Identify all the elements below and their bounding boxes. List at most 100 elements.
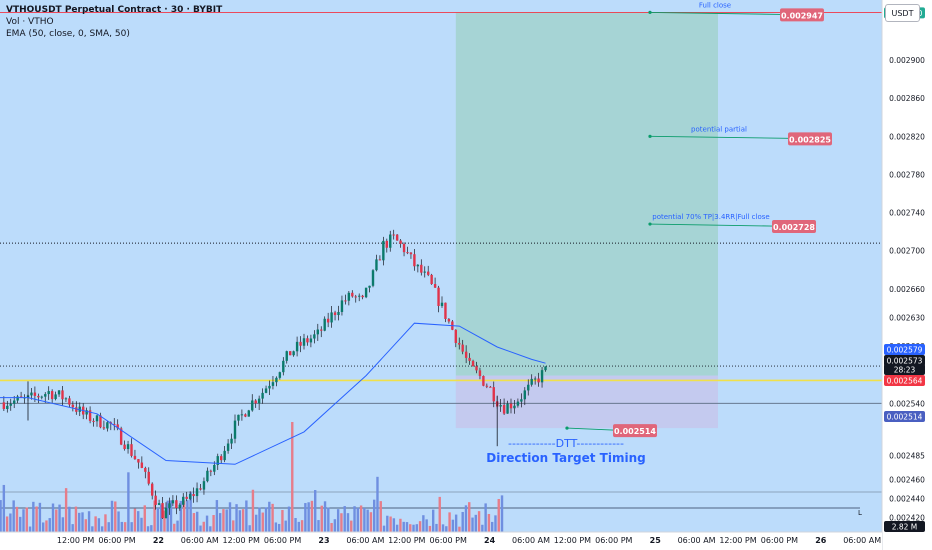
annotation-line (566, 427, 614, 431)
candle-body (295, 341, 299, 352)
candle-body (151, 483, 154, 496)
candle-body (382, 240, 385, 261)
currency-button[interactable]: USDT (885, 4, 920, 22)
candle-body (464, 351, 468, 358)
volume-bar (199, 525, 202, 532)
candle-body (458, 342, 461, 345)
volume-bar (182, 500, 186, 532)
candle-body (202, 481, 206, 490)
volume-bar (409, 524, 412, 532)
volume-bar (445, 526, 448, 532)
volume-bar (405, 522, 409, 532)
volume-bar (225, 509, 228, 532)
chart-title: VTHOUSDT Perpetual Contract · 30 · BYBIT (6, 5, 223, 15)
volume-bar (127, 472, 130, 532)
volume-bar (350, 520, 353, 532)
volume-bar (431, 509, 435, 532)
volume-bar (304, 503, 307, 532)
candle-body (195, 488, 199, 497)
candle-body (285, 351, 288, 361)
candle-body (320, 329, 323, 331)
candle-body (499, 405, 502, 407)
volume-bar (330, 523, 333, 532)
volume-bar (307, 502, 310, 532)
candle-body (292, 351, 295, 356)
price-badge-text: 0.002564 (887, 377, 923, 386)
candle-body (530, 378, 533, 385)
candle-body (268, 385, 271, 389)
volume-bar (474, 514, 478, 532)
volume-bar (255, 514, 258, 532)
volume-bar (61, 517, 65, 532)
volume-bar (481, 524, 484, 532)
volume-bar (0, 500, 2, 532)
volume-bar (205, 515, 209, 532)
volume-bar (235, 504, 238, 532)
annotation-badge-text: 0.002514 (614, 427, 656, 436)
annotation-badge-text: 0.002728 (773, 223, 815, 232)
candle-body (119, 428, 123, 445)
candle-body (13, 400, 16, 404)
annotation-label: Full close (699, 1, 731, 9)
candle-body (30, 392, 33, 396)
volume-bar (28, 526, 32, 532)
volume-bar (458, 526, 461, 532)
annotation-badge-text: 0.002947 (781, 11, 823, 20)
volume-bar (314, 490, 317, 532)
volume-bar (353, 506, 356, 532)
price-tick-label: 0.002485 (889, 452, 925, 461)
volume-bar (251, 489, 255, 532)
candle-body (433, 284, 437, 288)
volume-bar (386, 515, 389, 532)
volume-bar (41, 522, 45, 532)
volume-bar (366, 509, 369, 532)
volume-bar (12, 500, 15, 532)
volume-bar (274, 522, 278, 532)
candle-body (126, 444, 130, 450)
time-tick-label: 23 (318, 536, 329, 545)
volume-bar (327, 507, 330, 532)
time-tick-label: 06:00 PM (595, 536, 632, 545)
volume-bar (497, 499, 500, 532)
candle-body (116, 424, 119, 429)
candle-body (306, 338, 309, 343)
time-tick-label: 24 (484, 536, 496, 545)
stop-zone (455, 375, 718, 429)
volume-bar (281, 509, 284, 532)
candle-body (416, 264, 420, 267)
price-tick-label: 0.002540 (889, 399, 925, 408)
volume-bar (120, 521, 124, 532)
candle-body (444, 302, 447, 319)
candle-body (75, 407, 78, 412)
volume-bar (25, 507, 28, 532)
candle-body (182, 496, 185, 505)
candle-body (309, 338, 313, 343)
volume-bar (425, 519, 428, 532)
volume-bar (22, 509, 25, 532)
volume-bar (166, 500, 169, 532)
volume-bar (84, 519, 87, 532)
annotation-badge-text: 0.002825 (789, 135, 831, 144)
volume-bar (150, 525, 153, 532)
candle-body (261, 392, 264, 399)
volume-bar (192, 513, 196, 532)
volume-bar (81, 512, 84, 532)
candle-body (54, 394, 57, 400)
time-tick-label: 12:00 PM (388, 536, 425, 545)
candle-body (409, 252, 413, 255)
volume-bar (163, 510, 166, 532)
price-tick-label: 0.002460 (889, 476, 925, 485)
candle-body (2, 402, 6, 410)
candle-body (40, 396, 43, 398)
volume-bar (153, 500, 156, 532)
candle-body (437, 287, 440, 306)
candle-body (371, 270, 375, 286)
candle-body (264, 388, 268, 393)
volume-bar (268, 501, 271, 532)
price-tick-label: 0.002900 (889, 56, 925, 65)
candle-body (247, 410, 250, 417)
volume-bar (58, 504, 61, 532)
time-axis-background (0, 532, 882, 550)
